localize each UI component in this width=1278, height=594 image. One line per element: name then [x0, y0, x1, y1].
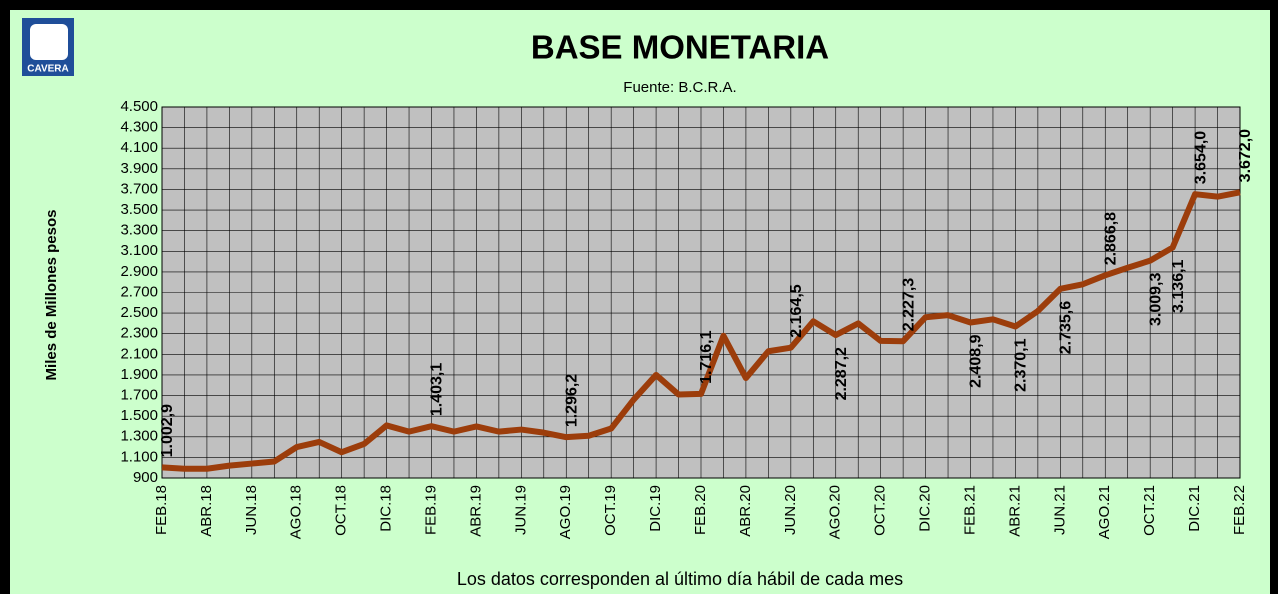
x-tick-label: DIC.18	[378, 485, 395, 532]
logo-text: CAVERA	[27, 64, 68, 75]
x-tick-label: OCT.19	[602, 485, 619, 536]
x-tick-label: AGO.19	[557, 485, 574, 539]
x-tick-label: FEB.19	[422, 485, 439, 535]
y-tick-label: 3.100	[120, 242, 158, 259]
data-label: 2.408,9	[968, 334, 985, 387]
data-label: 3.654,0	[1192, 131, 1209, 184]
x-tick-label: OCT.18	[333, 485, 350, 536]
data-label: 3.136,1	[1170, 259, 1187, 312]
data-line	[161, 189, 1241, 472]
x-tick-label: DIC.19	[647, 485, 664, 532]
data-label: 3.009,3	[1147, 273, 1164, 326]
chart-title: BASE MONETARIA	[531, 29, 829, 66]
y-tick-label: 3.500	[120, 201, 158, 218]
y-tick-label: 1.300	[120, 428, 158, 445]
x-tick-label: JUN.20	[782, 485, 799, 535]
x-tick-label: AGO.20	[827, 485, 844, 539]
y-tick-label: 1.100	[120, 448, 158, 465]
x-tick-label: DIC.20	[917, 485, 934, 532]
data-label: 1.002,9	[159, 404, 176, 457]
logo: CAVERA	[22, 18, 74, 76]
x-tick-label: OCT.20	[872, 485, 889, 536]
x-tick-label: ABR.21	[1006, 485, 1023, 537]
y-tick-label: 2.900	[120, 263, 158, 280]
x-tick-label: FEB.20	[692, 485, 709, 535]
y-tick-label: 1.700	[120, 387, 158, 404]
y-tick-label: 2.700	[120, 283, 158, 300]
x-tick-label: JUN.19	[512, 485, 529, 535]
y-tick-label: 4.100	[120, 139, 158, 156]
data-label: 2.735,6	[1058, 301, 1075, 354]
logo-shape	[30, 24, 68, 60]
data-label: 2.370,1	[1013, 338, 1030, 391]
x-tick-label: ABR.19	[467, 485, 484, 537]
data-label: 1.296,2	[563, 374, 580, 427]
x-tick-label: DIC.21	[1186, 485, 1203, 532]
y-tick-label: 3.900	[120, 160, 158, 177]
x-tick-label: ABR.18	[198, 485, 215, 537]
x-tick-label: OCT.21	[1141, 485, 1158, 536]
data-label: 2.287,2	[833, 347, 850, 400]
y-tick-label: 4.500	[120, 98, 158, 115]
x-tick-label: JUN.21	[1051, 485, 1068, 535]
chart-subtitle: Fuente: B.C.R.A.	[623, 79, 736, 96]
x-tick-label: FEB.18	[153, 485, 170, 535]
data-label: 2.164,5	[788, 284, 805, 337]
y-tick-label: 1.500	[120, 407, 158, 424]
data-label: 2.866,8	[1102, 212, 1119, 265]
data-label: 1.403,1	[429, 363, 446, 416]
y-tick-label: 4.300	[120, 119, 158, 136]
note: Los datos corresponden al último día háb…	[457, 569, 903, 589]
x-tick-label: FEB.21	[961, 485, 978, 535]
y-tick-label: 2.300	[120, 325, 158, 342]
x-tick-label: AGO.18	[288, 485, 305, 539]
x-tick-label: FEB.22	[1231, 485, 1248, 535]
data-label: 3.672,0	[1237, 129, 1254, 182]
x-tick-label: JUN.18	[243, 485, 260, 535]
y-tick-label: 3.700	[120, 180, 158, 197]
x-tick-label: AGO.21	[1096, 485, 1113, 539]
y-tick-label: 3.300	[120, 222, 158, 239]
y-tick-label: 1.900	[120, 366, 158, 383]
y-tick-label: 2.100	[120, 345, 158, 362]
data-label: 2.227,3	[900, 278, 917, 331]
x-tick-label: ABR.20	[737, 485, 754, 537]
data-label: 1.716,1	[698, 330, 715, 383]
y-tick-label: 2.500	[120, 304, 158, 321]
y-tick-label: 900	[133, 469, 158, 486]
y-axis-label: Miles de Millones pesos	[43, 210, 60, 381]
